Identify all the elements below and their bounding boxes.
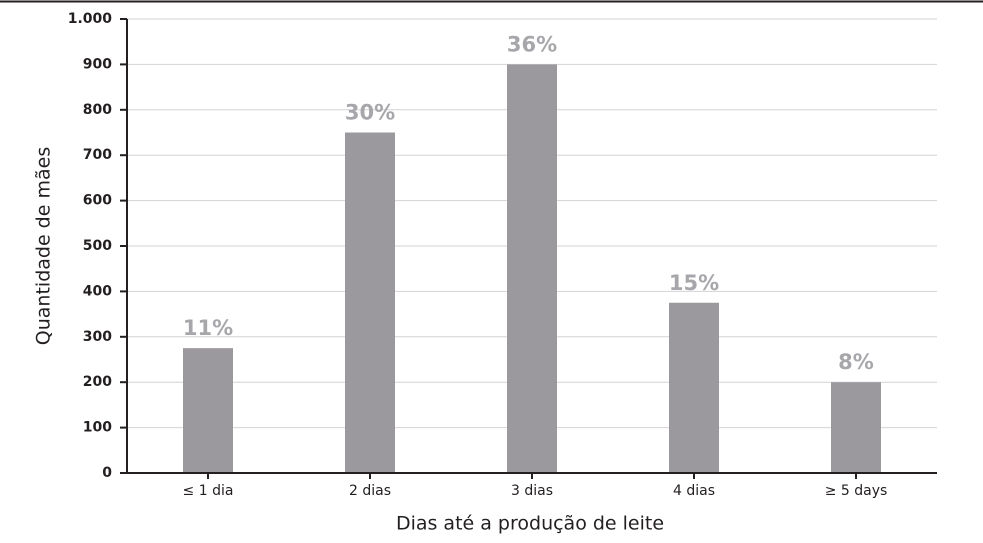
- y-tick-label: 900: [83, 56, 112, 72]
- y-tick-label: 500: [83, 238, 112, 254]
- y-tick-label: 100: [83, 420, 112, 436]
- y-tick-label: 1.000: [68, 11, 113, 27]
- bar: [345, 132, 395, 473]
- x-tick-label: ≥ 5 days: [825, 483, 888, 499]
- y-tick-label: 0: [102, 465, 112, 481]
- y-axis-title: Quantidade de mães: [33, 147, 55, 345]
- bar-annotation: 15%: [669, 271, 719, 295]
- y-tick-label: 300: [83, 329, 112, 345]
- bar: [669, 302, 719, 473]
- y-tick-label: 700: [83, 147, 112, 163]
- y-tick-label: 800: [83, 102, 112, 118]
- bar-annotation: 36%: [507, 32, 557, 56]
- x-tick-label: ≤ 1 dia: [183, 483, 234, 499]
- y-tick-label: 200: [83, 374, 112, 390]
- x-tick-label: 2 dias: [349, 483, 391, 499]
- bar-annotation: 8%: [838, 350, 874, 374]
- x-axis-title: Dias até a produção de leite: [396, 513, 664, 535]
- bar-annotation: 11%: [183, 316, 233, 340]
- x-tick-label: 4 dias: [673, 483, 715, 499]
- bar: [183, 348, 233, 473]
- x-tick-label: 3 dias: [511, 483, 553, 499]
- bar: [507, 64, 557, 474]
- bar: [831, 382, 881, 473]
- bar-annotation: 30%: [345, 101, 395, 125]
- y-tick-label: 600: [83, 193, 112, 209]
- y-tick-label: 400: [83, 283, 112, 299]
